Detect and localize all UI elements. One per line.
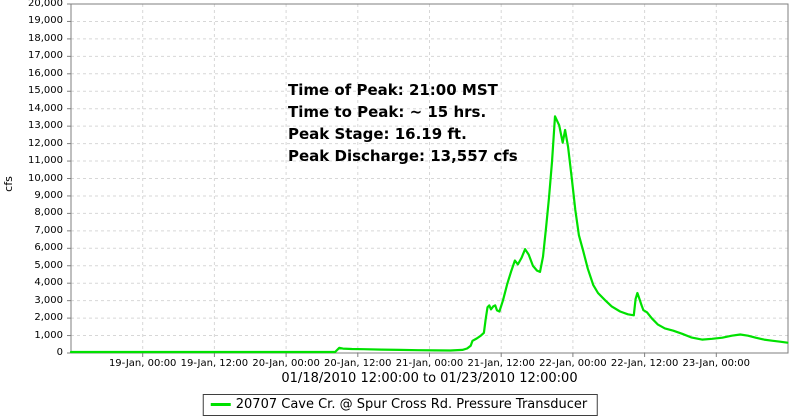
y-tick-label: 17,000 <box>28 50 63 62</box>
y-tick-label: 11,000 <box>28 155 63 167</box>
x-tick-label: 22-Jan, 12:00 <box>610 358 679 369</box>
x-axis-title: 01/18/2010 12:00:00 to 01/23/2010 12:00:… <box>281 371 578 386</box>
discharge-line <box>69 115 789 354</box>
x-tick-label: 20-Jan, 00:00 <box>252 358 320 369</box>
x-tick-label: 22-Jan, 00:00 <box>539 358 607 369</box>
annotation-peak-discharge: Peak Discharge: 13,557 cfs <box>288 147 518 165</box>
x-tick-label: 20-Jan, 12:00 <box>324 358 392 369</box>
annotation-time-to-peak: Time to Peak: ~ 15 hrs. <box>288 103 487 121</box>
y-tick-label: 3,000 <box>34 294 63 306</box>
y-tick-label: 10,000 <box>28 172 63 184</box>
legend-line-swatch <box>210 403 231 406</box>
y-tick-label: 7,000 <box>34 224 63 236</box>
annotation-peak-stage: Peak Stage: 16.19 ft. <box>288 125 467 143</box>
x-tick-label: 21-Jan, 12:00 <box>467 358 535 369</box>
x-tick-label: 19-Jan, 12:00 <box>180 358 249 369</box>
y-tick-label: 2,000 <box>34 312 63 324</box>
y-tick-label: 6,000 <box>34 242 63 254</box>
legend: 20707 Cave Cr. @ Spur Cross Rd. Pressure… <box>202 394 598 416</box>
y-tick-label: 19,000 <box>28 15 63 27</box>
y-tick-label: 15,000 <box>28 85 63 97</box>
y-tick-label: 20,000 <box>28 0 63 9</box>
x-tick-label: 23-Jan, 00:00 <box>682 358 751 369</box>
y-tick-label: 8,000 <box>34 207 63 219</box>
y-tick-label: 16,000 <box>28 67 63 79</box>
y-tick-label: 12,000 <box>28 137 63 149</box>
y-tick-label: 13,000 <box>28 120 63 132</box>
x-tick-label: 21-Jan, 00:00 <box>395 358 464 369</box>
x-tick-label: 19-Jan, 00:00 <box>108 358 177 369</box>
y-tick-label: 1,000 <box>34 329 63 341</box>
y-tick-label: 9,000 <box>34 189 63 201</box>
y-tick-label: 18,000 <box>28 32 63 44</box>
peak-annotation: Time of Peak: 21:00 MST Time to Peak: ~ … <box>288 79 518 167</box>
annotation-time-of-peak: Time of Peak: 21:00 MST <box>288 81 498 99</box>
y-tick-label: 5,000 <box>34 259 63 271</box>
y-tick-label: 4,000 <box>34 277 63 289</box>
y-tick-label: 14,000 <box>28 102 63 114</box>
legend-label: 20707 Cave Cr. @ Spur Cross Rd. Pressure… <box>235 397 588 412</box>
y-tick-label: 0 <box>56 347 63 358</box>
